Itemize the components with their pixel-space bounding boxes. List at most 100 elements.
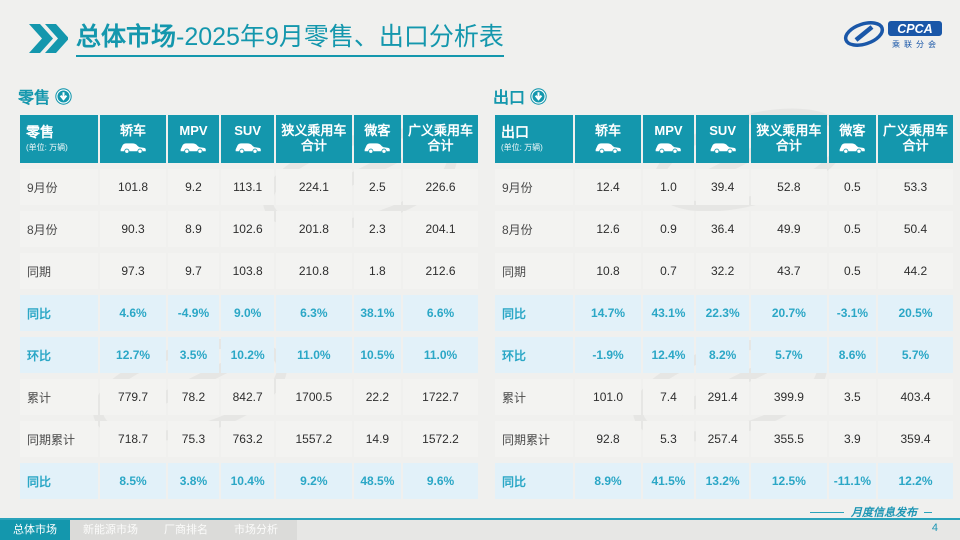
export-section-label: 出口 (493, 90, 526, 107)
column-header: 轿车 (100, 115, 166, 163)
table-cell: 0.5 (828, 211, 877, 247)
mpv-icon (181, 143, 207, 155)
column-header: 广义乘用车 合计 (403, 115, 478, 163)
circle-down-arrow-icon (55, 87, 72, 105)
row-label: 9月份 (495, 169, 574, 205)
table-cell: 10.2% (221, 337, 274, 373)
table-cell: 14.7% (575, 295, 641, 331)
table-cell: 3.5 (828, 379, 877, 415)
table-cell: 212.6 (403, 253, 478, 289)
table-cell: -11.1% (828, 463, 877, 499)
suv-icon (235, 143, 261, 155)
row-label: 同期累计 (495, 421, 574, 457)
minivan-icon (840, 143, 866, 155)
table-row: 同期 10.8 0.7 32.2 43.7 0.5 44.2 (495, 253, 953, 289)
footer-tab[interactable]: 市场分析 (234, 524, 278, 536)
table-cell: 75.3 (167, 421, 220, 457)
release-label: 月度信息发布 (851, 507, 917, 519)
table-cell: 44.2 (878, 253, 953, 289)
table-cell: 1572.2 (403, 421, 478, 457)
table-row: 同期累计 718.7 75.3 763.2 1557.2 14.9 1572.2 (20, 421, 478, 457)
table-cell: 52.8 (750, 169, 827, 205)
table-cell: 53.3 (878, 169, 953, 205)
column-header: SUV (696, 115, 749, 163)
table-cell: 3.5% (167, 337, 220, 373)
column-header: MPV (167, 115, 220, 163)
table-cell: 399.9 (750, 379, 827, 415)
table-cell: 9.7 (167, 253, 220, 289)
release-dash-left (810, 511, 844, 513)
footer-bar: 总体市场 新能源市场 厂商排名 市场分析 (0, 520, 960, 540)
table-row: 环比 12.7% 3.5% 10.2% 11.0% 10.5% 11.0% (20, 337, 478, 373)
table-cell: 41.5% (642, 463, 695, 499)
row-label: 8月份 (495, 211, 574, 247)
table-cell: 0.5 (828, 253, 877, 289)
table-cell: 8.6% (828, 337, 877, 373)
table-cell: 39.4 (696, 169, 749, 205)
row-label: 同比 (495, 463, 574, 499)
table-row: 累计 101.0 7.4 291.4 399.9 3.5 403.4 (495, 379, 953, 415)
release-dash-right (924, 511, 932, 513)
table-cell: 78.2 (167, 379, 220, 415)
table-cell: 101.0 (575, 379, 641, 415)
page-title-rest: -2025年9月零售、出口分析表 (176, 23, 504, 51)
row-label: 环比 (20, 337, 99, 373)
table-header-row: 零售 (单位: 万辆) 轿车 MPV SUV 狭义乘用车 合计 微客 广义乘用车 合计 (20, 115, 478, 163)
table-cell: 226.6 (403, 169, 478, 205)
table-cell: 9.6% (403, 463, 478, 499)
page-number: 4 (931, 522, 938, 534)
table-cell: 50.4 (878, 211, 953, 247)
retail-section-label: 零售 (18, 90, 51, 107)
table-cell: 5.7% (878, 337, 953, 373)
column-header: SUV (221, 115, 274, 163)
logo-subtext: 乘联分会 (892, 39, 940, 49)
data-table: 零售 (单位: 万辆) 轿车 MPV SUV 狭义乘用车 合计 微客 广义乘用车 合计 9月份 101… (18, 109, 480, 505)
table-cell: 291.4 (696, 379, 749, 415)
table-cell: 355.5 (750, 421, 827, 457)
column-header: 狭义乘用车 合计 (750, 115, 827, 163)
minivan-icon (365, 143, 391, 155)
retail-table-container: 零售 (单位: 万辆) 轿车 MPV SUV 狭义乘用车 合计 微客 广义乘用车 合计 9月份 101… (18, 109, 480, 505)
tables-area: 零售 零售 (单位: 万辆) 轿车 MPV SUV 狭义乘用车 合计 微客 广义乘用车 合计 9月份… (18, 84, 955, 505)
column-header: 微客 (353, 115, 402, 163)
table-cell: 38.1% (353, 295, 402, 331)
table-cell: 113.1 (221, 169, 274, 205)
row-label: 同期 (20, 253, 99, 289)
row-label: 同比 (495, 295, 574, 331)
double-chevron-icon (29, 24, 68, 53)
table-cell: 10.5% (353, 337, 402, 373)
page-title: 总体市场-2025年9月零售、出口分析表 (76, 23, 504, 57)
table-cell: 1.0 (642, 169, 695, 205)
footer-tab[interactable]: 厂商排名 (164, 524, 208, 536)
table-cell: 201.8 (275, 211, 352, 247)
retail-panel: 零售 零售 (单位: 万辆) 轿车 MPV SUV 狭义乘用车 合计 微客 广义乘用车 合计 9月份… (18, 84, 480, 505)
table-cell: 1722.7 (403, 379, 478, 415)
table-row: 同比 8.5% 3.8% 10.4% 9.2% 48.5% 9.6% (20, 463, 478, 499)
table-row: 环比 -1.9% 12.4% 8.2% 5.7% 8.6% 5.7% (495, 337, 953, 373)
table-cell: 6.6% (403, 295, 478, 331)
table-cell: 11.0% (403, 337, 478, 373)
row-label: 同比 (20, 463, 99, 499)
table-cell: 1557.2 (275, 421, 352, 457)
table-cell: 12.4 (575, 169, 641, 205)
table-row: 累计 779.7 78.2 842.7 1700.5 22.2 1722.7 (20, 379, 478, 415)
footer-tab[interactable]: 新能源市场 (83, 524, 138, 536)
table-row: 同比 4.6% -4.9% 9.0% 6.3% 38.1% 6.6% (20, 295, 478, 331)
table-cell: 8.5% (100, 463, 166, 499)
row-label: 9月份 (20, 169, 99, 205)
table-cell: 1700.5 (275, 379, 352, 415)
table-cell: 9.2% (275, 463, 352, 499)
table-cell: 1.8 (353, 253, 402, 289)
column-header: MPV (642, 115, 695, 163)
table-cell: 101.8 (100, 169, 166, 205)
table-cell: 359.4 (878, 421, 953, 457)
table-row: 9月份 101.8 9.2 113.1 224.1 2.5 226.6 (20, 169, 478, 205)
circle-down-arrow-icon (530, 87, 547, 105)
table-cell: 3.9 (828, 421, 877, 457)
table-cell: 0.5 (828, 169, 877, 205)
table-cell: 97.3 (100, 253, 166, 289)
footer-tab[interactable]: 总体市场 (0, 520, 70, 540)
table-cell: 257.4 (696, 421, 749, 457)
table-cell: 13.2% (696, 463, 749, 499)
